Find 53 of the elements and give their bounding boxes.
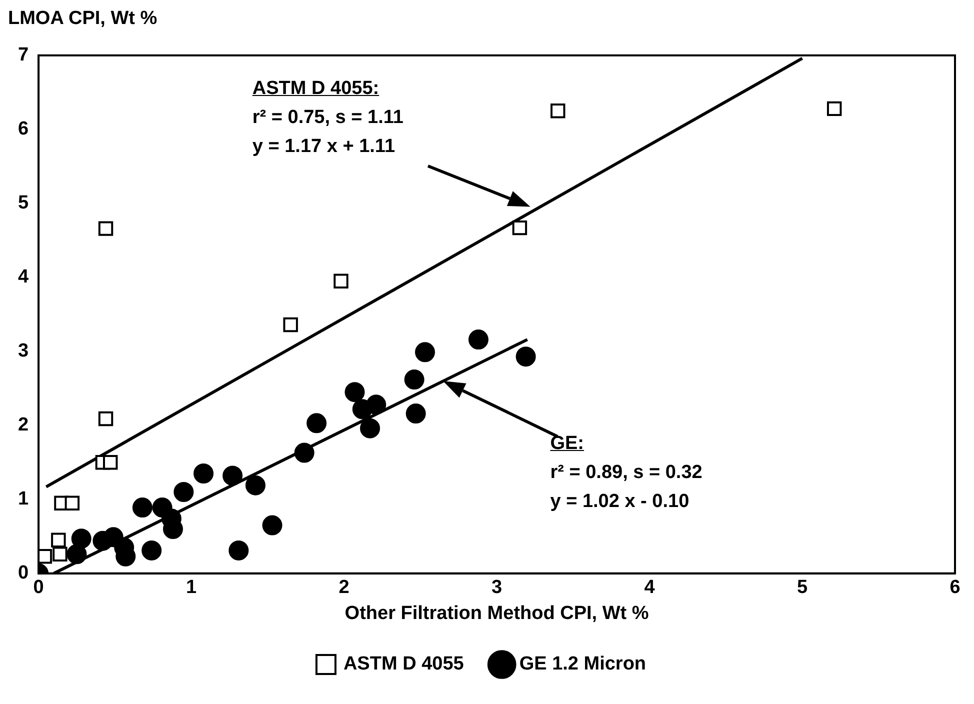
- annotation: ASTM D 4055: r² = 0.75, s = 1.11 y = 1.17 x + 1.11: [252, 76, 404, 159]
- point: [245, 475, 266, 496]
- point: [132, 498, 152, 518]
- point: [38, 549, 52, 564]
- x-axis-title: Other Filtration Method CPI, Wt %: [344, 602, 649, 624]
- point: [826, 101, 842, 116]
- y-tick-label: 0: [18, 562, 29, 584]
- annotation: GE: r² = 0.89, s = 0.32 y = 1.02 x - 0.10: [550, 432, 702, 514]
- point: [516, 346, 536, 367]
- point: [262, 515, 282, 536]
- x-tick-label: 2: [338, 577, 350, 598]
- y-tick-label: 6: [18, 118, 29, 140]
- point: [71, 528, 92, 549]
- point: [228, 540, 249, 560]
- point: [98, 221, 114, 236]
- y-tick-label: 4: [18, 266, 29, 288]
- point: [360, 418, 380, 438]
- legend-label: GE 1.2 Micron: [519, 654, 646, 675]
- point: [404, 370, 424, 390]
- point: [102, 455, 118, 470]
- point: [512, 220, 528, 236]
- point: [414, 342, 435, 362]
- y-tick-label: 5: [18, 192, 29, 214]
- x-tick-label: 3: [491, 577, 502, 598]
- point: [66, 544, 87, 564]
- point: [406, 404, 426, 424]
- point: [142, 540, 162, 560]
- point: [294, 442, 314, 463]
- point: [52, 546, 68, 562]
- x-tick-label: 1: [186, 577, 198, 598]
- legend-label: ASTM D 4055: [343, 654, 464, 675]
- point: [222, 466, 243, 486]
- point: [550, 104, 566, 118]
- y-axis-title: LMOA CPI, Wt %: [8, 8, 158, 31]
- y-tick-label: 2: [18, 414, 29, 436]
- point: [51, 532, 66, 548]
- point: [334, 274, 348, 288]
- point: [98, 411, 114, 426]
- x-tick-label: 5: [796, 577, 808, 598]
- y-tick-label: 1: [18, 488, 29, 510]
- point: [64, 496, 80, 510]
- point: [352, 399, 372, 420]
- point: [194, 464, 214, 484]
- point: [283, 317, 298, 332]
- x-tick-label: 0: [33, 577, 44, 598]
- x-tick-label: 4: [644, 577, 656, 598]
- point: [468, 330, 488, 350]
- point: [344, 382, 365, 402]
- x-tick-label: 6: [950, 577, 960, 598]
- point: [306, 413, 327, 434]
- y-tick-label: 7: [18, 44, 29, 66]
- point: [174, 482, 194, 502]
- y-tick-label: 3: [18, 340, 29, 362]
